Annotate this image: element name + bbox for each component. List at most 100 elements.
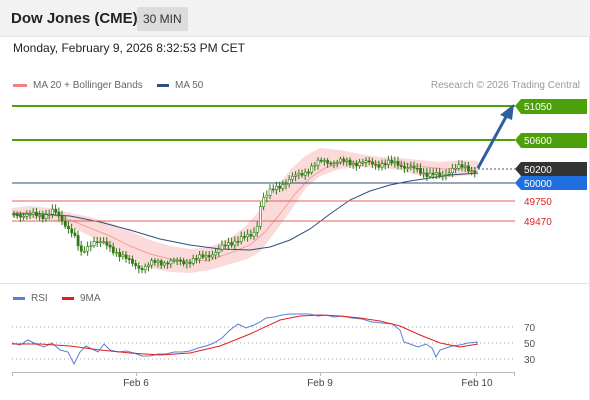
candle-body <box>428 172 432 177</box>
candle-body <box>127 258 131 260</box>
candle-body <box>342 158 346 162</box>
candle-body <box>451 168 454 174</box>
candle-body <box>425 172 429 177</box>
candle-body <box>364 160 368 163</box>
candle-body <box>220 244 224 250</box>
candle-body <box>438 172 442 177</box>
candle-body <box>191 258 195 264</box>
candle-body <box>54 208 58 213</box>
candle-body <box>447 172 451 175</box>
candle-body <box>259 206 262 227</box>
candle-body <box>70 228 74 234</box>
price-label-49750: 49750 <box>524 197 552 208</box>
candle-body <box>131 258 134 264</box>
candle-body <box>76 235 80 247</box>
candle-body <box>406 167 410 169</box>
candle-body <box>355 163 358 167</box>
candle-body <box>179 259 182 262</box>
candle-body <box>163 262 166 266</box>
rsi-tick-50: 50 <box>524 339 536 350</box>
candle-body <box>35 211 38 217</box>
candle-body <box>457 164 461 169</box>
candle-body <box>454 167 458 170</box>
candle-body <box>316 159 320 166</box>
x-tick-feb10: Feb 10 <box>461 378 493 389</box>
candle-body <box>297 173 301 176</box>
candle-body <box>41 214 45 219</box>
candle-body <box>185 261 189 265</box>
legend-rsi: RSI <box>13 293 48 304</box>
candle-body <box>326 160 330 164</box>
candle-body <box>335 161 339 164</box>
candle-body <box>409 166 413 168</box>
price-badge-text: 50600 <box>524 136 552 147</box>
legend-swatch <box>13 84 27 87</box>
legend-label: RSI <box>31 293 48 304</box>
candle-body <box>115 252 118 254</box>
timestamp: Monday, February 9, 2026 8:32:53 PM CET <box>13 41 245 55</box>
candle-body <box>67 225 70 230</box>
candle-body <box>239 236 243 242</box>
candle-body <box>431 172 435 175</box>
candle-body <box>441 175 445 177</box>
candle-body <box>60 215 64 222</box>
candle-body <box>86 246 90 252</box>
legend-9ma: 9MA <box>62 293 101 304</box>
candle-body <box>108 244 112 248</box>
price-badge-51050: 51050 <box>515 99 587 114</box>
legend-ma20-bollinger: MA 20 + Bollinger Bands <box>13 80 143 91</box>
rsi-line <box>11 313 479 366</box>
candle-body <box>396 161 400 166</box>
rsi-ma-line <box>12 314 479 356</box>
candle-body <box>380 163 384 168</box>
timeframe-badge[interactable]: 30 MIN <box>137 7 188 31</box>
candle-body <box>303 171 307 176</box>
candle-body <box>156 260 160 263</box>
candle-body <box>287 178 291 184</box>
candle-body <box>422 172 426 175</box>
instrument-title: Dow Jones (CME) <box>11 10 138 27</box>
candle-body <box>182 260 186 265</box>
candle-body <box>143 266 147 271</box>
candle-body <box>323 160 326 162</box>
candle-body <box>399 165 403 167</box>
candle-body <box>12 213 16 216</box>
candle-body <box>124 254 128 259</box>
candle-body <box>278 185 282 189</box>
candle-body <box>361 162 365 164</box>
candle-body <box>345 159 349 162</box>
candle-body <box>214 252 218 256</box>
candle-body <box>460 164 464 168</box>
candle-body <box>383 163 387 166</box>
candle-body <box>351 163 355 166</box>
candle-body <box>403 165 406 169</box>
candle-body <box>19 214 22 218</box>
candle-body <box>281 184 285 189</box>
x-tick-feb6: Feb 6 <box>123 378 149 389</box>
price-badge-text: 51050 <box>524 102 552 113</box>
candle-body <box>134 263 138 266</box>
candle-body <box>175 259 179 262</box>
candle-body <box>412 166 416 169</box>
candle-body <box>198 254 202 260</box>
candle-body <box>31 211 35 215</box>
price-badge-50200: 50200 <box>515 162 587 176</box>
candle-body <box>463 165 467 168</box>
candle-body <box>188 261 192 264</box>
candle-body <box>265 195 269 198</box>
candle-body <box>249 234 253 237</box>
candle-body <box>102 241 106 244</box>
legend-swatch <box>157 84 169 87</box>
candle-body <box>358 162 362 167</box>
candle-body <box>83 250 86 253</box>
candle-body <box>268 188 272 196</box>
candle-body <box>166 262 170 265</box>
candle-body <box>99 241 102 244</box>
candle-body <box>300 173 304 176</box>
candle-body <box>169 260 173 265</box>
candle-body <box>28 213 32 216</box>
candle-body <box>57 212 61 216</box>
candle-body <box>243 236 246 238</box>
candle-body <box>207 255 211 258</box>
